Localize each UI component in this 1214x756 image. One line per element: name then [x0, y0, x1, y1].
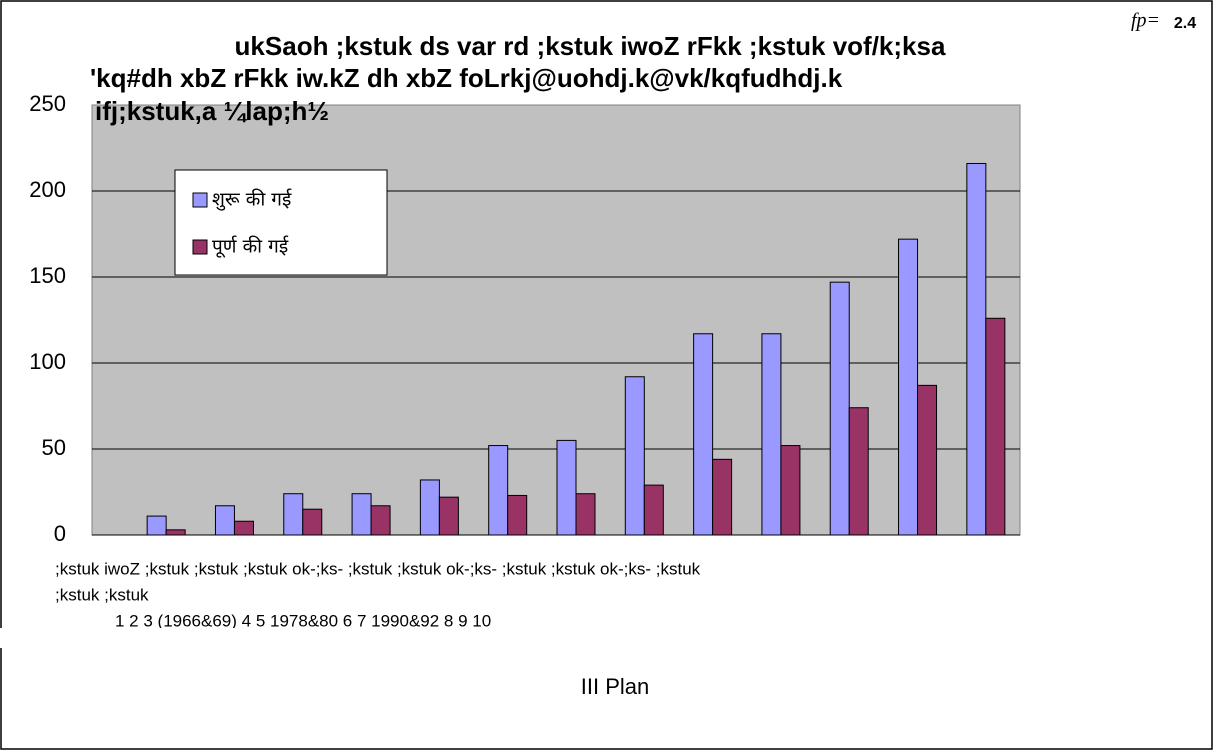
- y-tick-label: 250: [29, 91, 66, 116]
- bar: [712, 458, 733, 536]
- bar: [693, 333, 714, 536]
- bar: [761, 333, 782, 536]
- bar: [643, 484, 664, 536]
- x-axis-title: III Plan: [581, 674, 649, 699]
- bar: [146, 515, 167, 536]
- y-tick-label: 50: [42, 435, 66, 460]
- bar: [507, 494, 528, 536]
- title-line: ukSaoh ;kstuk ds var rd ;kstuk iwoZ rFkk…: [235, 31, 946, 61]
- bar: [283, 493, 304, 536]
- bar: [165, 529, 186, 536]
- label-clip: [0, 628, 1000, 648]
- title-line: ifj;kstuk,a ¼lap;h½: [95, 96, 329, 126]
- y-tick-label: 150: [29, 263, 66, 288]
- bar: [370, 505, 391, 536]
- bar: [917, 384, 938, 536]
- bar: [233, 520, 254, 536]
- bar: [985, 317, 1006, 536]
- y-tick-label: 0: [54, 521, 66, 546]
- x-label-line: ;kstuk ;kstuk: [55, 585, 149, 604]
- x-label-line: ;kstuk iwoZ ;kstuk ;kstuk ;kstuk ok-;ks-…: [55, 559, 701, 578]
- legend-swatch: [192, 192, 208, 208]
- bar: [848, 407, 869, 536]
- bar: [351, 493, 372, 536]
- bar: [966, 162, 987, 536]
- y-tick-label: 200: [29, 177, 66, 202]
- bar: [302, 508, 323, 536]
- bar: [438, 496, 459, 536]
- legend-label: शुरू की गई: [212, 188, 292, 212]
- bar: [556, 439, 577, 536]
- legend: [174, 169, 388, 276]
- title-line: 'kq#dh xbZ rFkk iw.kZ dh xbZ foLrkj@uohd…: [90, 63, 843, 93]
- bar: [829, 281, 850, 536]
- bar: [624, 376, 645, 536]
- bar: [419, 479, 440, 536]
- bar: [780, 445, 801, 536]
- x-label-line: 1 2 3 (1966&69) 4 5 1978&80 6 7 1990&92 …: [115, 611, 491, 630]
- legend-label: पूर्ण की गई: [212, 235, 289, 259]
- figure-label: fp=: [1131, 10, 1160, 32]
- bar: [214, 505, 235, 536]
- figure-number: 2.4: [1174, 15, 1196, 32]
- y-tick-label: 100: [29, 349, 66, 374]
- legend-swatch: [192, 239, 208, 255]
- bar: [575, 493, 596, 536]
- bar: [898, 238, 919, 536]
- bar: [488, 445, 509, 536]
